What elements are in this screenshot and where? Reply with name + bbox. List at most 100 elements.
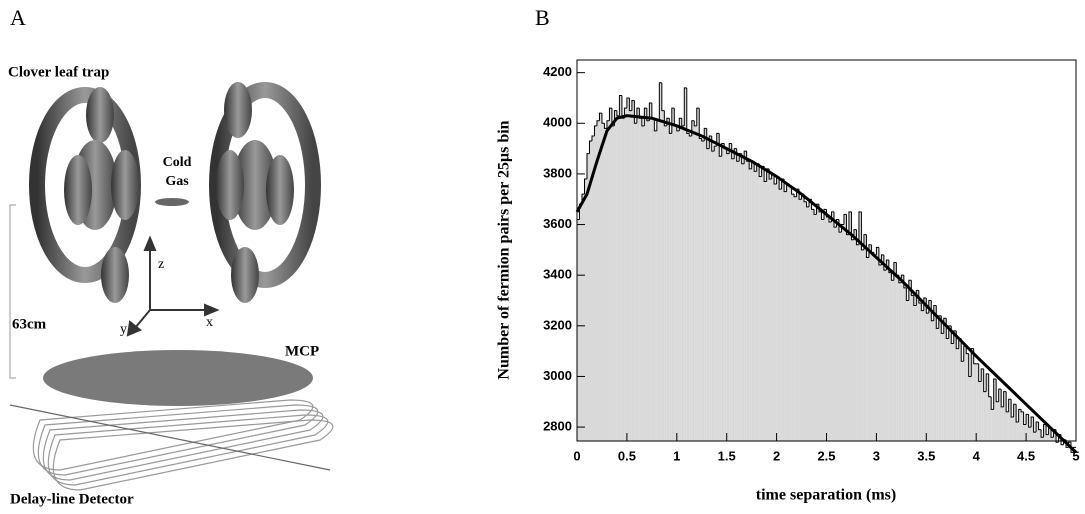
bar-outline (978, 363, 982, 383)
bar (943, 318, 947, 441)
bar (731, 158, 735, 441)
bar (1028, 427, 1032, 441)
bar-outline (651, 103, 655, 119)
bar (701, 141, 705, 442)
bar-outline (848, 211, 852, 235)
bar-outline (813, 209, 817, 215)
bar (1006, 411, 1009, 441)
bar (781, 178, 785, 441)
bar (976, 363, 979, 441)
bar (888, 272, 892, 441)
bar (1021, 411, 1024, 441)
bar (779, 189, 782, 441)
bar (826, 216, 829, 441)
x-tick-label: 2.5 (817, 448, 835, 463)
bar (634, 123, 637, 442)
bar (978, 381, 982, 441)
bar (816, 204, 820, 441)
bar (1016, 422, 1019, 441)
bar (941, 333, 944, 441)
bar (629, 110, 632, 441)
x-tick-label: 1.5 (718, 448, 736, 463)
bar (841, 224, 844, 441)
bar (696, 108, 700, 441)
bar (584, 178, 587, 441)
bar-outline (641, 118, 645, 127)
x-axis-label: time separation (ms) (756, 487, 896, 504)
bar (911, 295, 914, 441)
bar-outline (1030, 416, 1034, 428)
bar (766, 168, 770, 441)
bar (694, 125, 697, 442)
bar (916, 290, 919, 441)
bar (901, 275, 904, 441)
bar-outline (998, 388, 1002, 402)
bar-outline (905, 287, 909, 301)
bar (1038, 429, 1042, 441)
bar (936, 328, 939, 441)
bar-outline (1015, 404, 1019, 423)
bar (699, 138, 702, 442)
bar (751, 161, 755, 441)
bar (706, 148, 710, 441)
bar-outline (915, 289, 919, 306)
bar (669, 133, 672, 441)
bar (1003, 391, 1007, 441)
bar-outline (983, 368, 987, 393)
bar-outline (653, 118, 657, 132)
bar (759, 176, 762, 441)
bar (734, 148, 737, 441)
bar (589, 141, 592, 442)
bar-outline (643, 107, 647, 126)
bar-outline (953, 330, 957, 344)
bar-outline (948, 325, 952, 339)
scale-bracket (9, 204, 16, 379)
bar-outline (930, 300, 934, 322)
bar (596, 120, 600, 441)
bar (776, 176, 780, 441)
y-axis-label: Number of fermion pairs per 25μs bin (496, 120, 513, 379)
bar-outline (658, 82, 662, 121)
bar (958, 338, 962, 441)
bar-outline (875, 246, 879, 255)
bar-outline (1008, 398, 1012, 412)
bar-outline (895, 262, 899, 276)
bar-outline (633, 100, 637, 124)
bar-outline (913, 295, 917, 307)
bar-outline (816, 203, 820, 215)
bar (836, 219, 839, 441)
axis-y: y (120, 322, 127, 337)
bar (996, 401, 999, 441)
bar-outline (938, 315, 942, 329)
bar (843, 214, 847, 441)
bar-outline (753, 161, 757, 172)
bar (806, 206, 810, 441)
bar (709, 135, 712, 441)
bar (848, 211, 852, 441)
bar-outline (993, 378, 997, 410)
bar-outline (793, 194, 797, 198)
bar-outline (631, 100, 635, 111)
bar-outline (833, 211, 837, 228)
bar-outline (1013, 403, 1017, 417)
bar (671, 108, 675, 441)
bar (601, 123, 605, 442)
bar (851, 239, 854, 441)
bar (626, 97, 630, 441)
bar-outline (845, 214, 849, 236)
bar-outline (601, 113, 605, 124)
bar-outline (758, 163, 762, 177)
bar (686, 133, 690, 441)
bar-outline (713, 145, 717, 152)
bar-outline (748, 161, 752, 170)
bar-outline (603, 123, 607, 129)
bar (856, 244, 859, 441)
bar-outline (606, 120, 610, 129)
bar (659, 82, 662, 441)
bar-outline (648, 102, 652, 121)
bar-outline (850, 211, 854, 241)
bar-outline (693, 120, 697, 127)
bar-outline (980, 368, 984, 382)
bar-outline (1023, 411, 1027, 426)
bar (846, 234, 849, 441)
